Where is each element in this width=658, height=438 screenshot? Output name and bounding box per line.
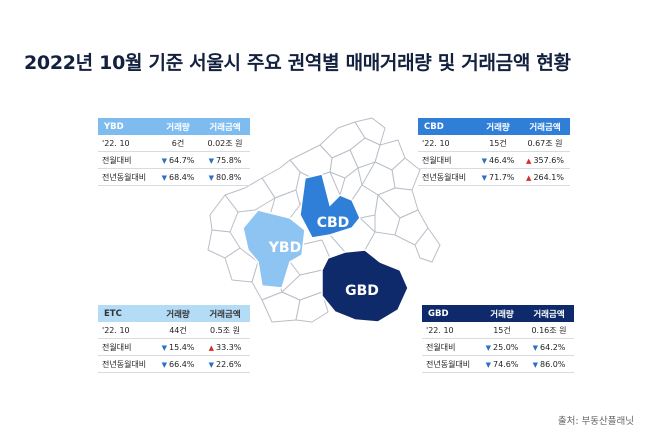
gbd-table: GBD 거래량 거래금액 '22. 10 15건 0.16조 원 전월대비 ▼ 2…	[422, 305, 574, 373]
table-row: '22. 10 6건 0.02조 원	[98, 135, 250, 152]
down-arrow-icon: ▼	[532, 343, 538, 352]
up-arrow-icon: ▲	[208, 343, 214, 352]
down-arrow-icon: ▼	[161, 360, 167, 369]
gbd-map-label: GBD	[345, 283, 379, 299]
district-outline	[209, 194, 239, 233]
ybd-header-name: YBD	[98, 118, 156, 135]
up-arrow-icon: ▲	[526, 156, 532, 165]
down-arrow-icon: ▼	[485, 343, 491, 352]
cbd-header-amount: 거래금액	[520, 118, 570, 135]
down-arrow-icon: ▼	[481, 156, 487, 165]
ybd-table: YBD 거래량 거래금액 '22. 10 6건 0.02조 원 전월대비 ▼ 64…	[98, 118, 250, 186]
table-row: 전월대비 ▼ 46.4% ▲ 357.6%	[418, 151, 570, 169]
gbd-region	[321, 249, 409, 323]
district-outline	[374, 194, 401, 236]
table-row: 전월대비 ▼ 25.0% ▼ 64.2%	[422, 338, 574, 356]
ybd-region	[242, 209, 306, 289]
down-arrow-icon: ▼	[161, 156, 167, 165]
down-arrow-icon: ▼	[532, 360, 538, 369]
down-arrow-icon: ▼	[161, 173, 167, 182]
down-arrow-icon: ▼	[485, 360, 491, 369]
district-outline	[354, 117, 386, 146]
table-row: 전년동월대비 ▼ 74.6% ▼ 86.0%	[422, 355, 574, 373]
table-row: '22. 10 44건 0.5조 원	[98, 322, 250, 339]
district-outline	[289, 144, 333, 179]
down-arrow-icon: ▼	[208, 156, 214, 165]
district-outline	[414, 227, 441, 263]
down-arrow-icon: ▼	[208, 360, 214, 369]
source-note: 출처: 부동산플래닛	[557, 416, 634, 427]
table-row: 전년동월대비 ▼ 71.7% ▲ 264.1%	[418, 168, 570, 186]
cbd-header-volume: 거래량	[476, 118, 520, 135]
table-row: '22. 10 15건 0.16조 원	[422, 322, 574, 339]
ybd-header-amount: 거래금액	[200, 118, 250, 135]
cbd-map-label: CBD	[317, 215, 350, 231]
down-arrow-icon: ▼	[161, 343, 167, 352]
page-title: 2022년 10월 기준 서울시 주요 권역별 매매거래량 및 거래금액 현황	[24, 52, 571, 74]
district-outlines	[207, 117, 441, 323]
table-row: 전년동월대비 ▼ 68.4% ▼ 80.8%	[98, 168, 250, 186]
etc-header-amount: 거래금액	[200, 305, 250, 322]
down-arrow-icon: ▼	[208, 173, 214, 182]
down-arrow-icon: ▼	[481, 173, 487, 182]
cbd-table: CBD 거래량 거래금액 '22. 10 15건 0.67조 원 전월대비 ▼ 4…	[418, 118, 570, 186]
etc-header-volume: 거래량	[156, 305, 200, 322]
table-row: 전월대비 ▼ 15.4% ▲ 33.3%	[98, 338, 250, 356]
up-arrow-icon: ▲	[526, 173, 532, 182]
table-row: 전월대비 ▼ 64.7% ▼ 75.8%	[98, 151, 250, 169]
gbd-header-amount: 거래금액	[524, 305, 574, 322]
table-row: '22. 10 15건 0.67조 원	[418, 135, 570, 152]
ybd-header-volume: 거래량	[156, 118, 200, 135]
gbd-header-name: GBD	[422, 305, 480, 322]
gbd-header-volume: 거래량	[480, 305, 524, 322]
cbd-region	[299, 173, 361, 239]
etc-table: ETC 거래량 거래금액 '22. 10 44건 0.5조 원 전월대비 ▼ 15…	[98, 305, 250, 373]
district-outline	[351, 184, 379, 219]
etc-header-name: ETC	[98, 305, 156, 322]
ybd-map-label: YBD	[268, 240, 301, 256]
cbd-header-name: CBD	[418, 118, 476, 135]
district-outline	[269, 189, 301, 219]
table-row: 전년동월대비 ▼ 66.4% ▼ 22.6%	[98, 355, 250, 373]
